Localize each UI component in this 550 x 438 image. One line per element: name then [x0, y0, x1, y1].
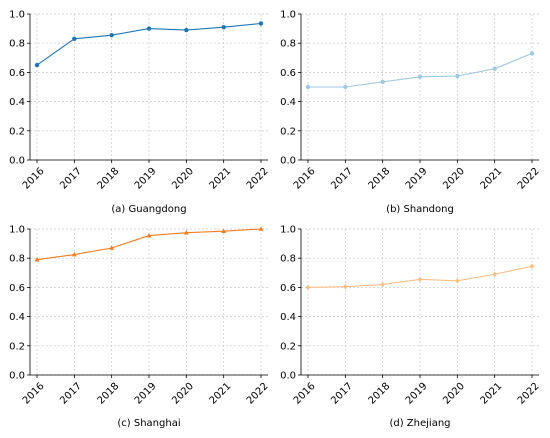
x-tick-label: 2019: [404, 381, 430, 407]
x-tick-label: 2019: [404, 166, 430, 192]
data-point: [258, 21, 264, 26]
data-point: [342, 284, 348, 290]
data-point: [529, 263, 535, 269]
data-point: [417, 74, 423, 79]
y-tick-label: 1.0: [280, 10, 296, 21]
x-tick-label: 2021: [479, 381, 505, 407]
x-tick-label: 2016: [292, 381, 318, 407]
data-point: [305, 284, 311, 290]
chart-panel-3: 0.0 0.2 0.4 0.6 0.8 1.0 2016 2017 2018 2019 2020 20…: [280, 225, 542, 430]
x-tick-label: 2017: [58, 381, 84, 407]
data-point: [380, 281, 386, 288]
data-point: [184, 27, 189, 33]
data-point: [221, 228, 227, 233]
x-tick-label: 2018: [96, 166, 122, 192]
y-tick-label: 0.2: [280, 341, 296, 352]
y-tick-label: 1.0: [9, 10, 25, 21]
x-tick-label: 2019: [133, 381, 159, 407]
y-tick-label: 0.8: [9, 254, 25, 265]
y-tick-label: 0.6: [280, 68, 296, 79]
y-tick-label: 0.2: [280, 126, 296, 137]
panel-caption: (d) Zhejiang: [389, 418, 450, 429]
x-tick-label: 2016: [21, 381, 47, 407]
data-point: [109, 32, 114, 38]
y-tick-label: 0.4: [9, 97, 25, 108]
y-tick-label: 0.6: [9, 68, 25, 79]
data-point: [258, 226, 264, 231]
panel-caption: (c) Shanghai: [117, 418, 180, 429]
y-tick-label: 0.4: [280, 312, 296, 323]
y-tick-label: 0.6: [9, 283, 25, 294]
x-tick-label: 2016: [292, 166, 318, 192]
data-point: [305, 84, 311, 90]
panel-caption: (b) Shandong: [386, 204, 454, 215]
panel-caption: (a) Guangdong: [111, 204, 186, 215]
data-point: [492, 271, 498, 277]
x-tick-label: 2020: [170, 381, 196, 407]
data-point: [529, 51, 535, 56]
x-tick-label: 2020: [170, 166, 196, 192]
y-tick-label: 0.8: [9, 39, 25, 50]
data-point: [455, 73, 460, 79]
data-point: [417, 276, 423, 282]
data-point: [221, 24, 226, 30]
x-tick-label: 2021: [208, 381, 234, 407]
x-tick-label: 2018: [367, 381, 393, 407]
data-point: [72, 36, 77, 42]
y-tick-label: 1.0: [280, 225, 296, 236]
y-tick-label: 1.0: [9, 225, 25, 236]
y-tick-label: 0.0: [9, 371, 25, 382]
y-tick-label: 0.0: [280, 156, 296, 167]
chart-panel-2: 0.0 0.2 0.4 0.6 0.8 1.0 2016 2017 2018 2019 2020 20…: [9, 225, 271, 430]
data-point: [71, 251, 77, 257]
y-tick-label: 0.4: [280, 97, 296, 108]
x-tick-label: 2020: [441, 166, 467, 192]
x-tick-label: 2022: [516, 166, 542, 192]
x-tick-label: 2017: [58, 166, 84, 192]
chart-panel-1: 0.0 0.2 0.4 0.6 0.8 1.0 2016 2017 2018 2019 2020 20…: [280, 10, 542, 216]
data-point: [183, 230, 189, 235]
x-tick-label: 2021: [479, 166, 505, 192]
x-tick-label: 2022: [245, 166, 271, 192]
chart-panel-0: 0.0 0.2 0.4 0.6 0.8 1.0 2016 2017 2018 2019 2020 20…: [9, 10, 271, 216]
data-point: [492, 66, 497, 71]
y-tick-label: 0.6: [280, 283, 296, 294]
x-tick-label: 2016: [21, 166, 47, 192]
x-tick-label: 2022: [245, 381, 271, 407]
x-tick-label: 2019: [133, 166, 159, 192]
data-point: [343, 84, 348, 90]
x-tick-label: 2018: [367, 166, 393, 192]
data-point: [34, 257, 40, 262]
data-point: [380, 79, 385, 85]
x-tick-label: 2021: [208, 166, 234, 192]
data-point: [34, 62, 40, 68]
y-tick-label: 0.2: [9, 341, 25, 352]
data-point: [146, 232, 152, 238]
y-tick-label: 0.8: [280, 39, 296, 50]
x-tick-label: 2022: [516, 381, 542, 407]
data-point: [454, 278, 460, 284]
y-tick-label: 0.4: [9, 312, 25, 323]
y-tick-label: 0.2: [9, 126, 25, 137]
y-tick-label: 0.8: [280, 254, 296, 265]
x-tick-label: 2017: [329, 381, 355, 407]
data-point: [146, 26, 152, 31]
x-tick-label: 2017: [329, 166, 355, 192]
y-tick-label: 0.0: [280, 371, 296, 382]
x-tick-label: 2020: [441, 381, 467, 407]
x-tick-label: 2018: [96, 381, 122, 407]
data-point: [109, 245, 115, 250]
y-tick-label: 0.0: [9, 156, 25, 167]
